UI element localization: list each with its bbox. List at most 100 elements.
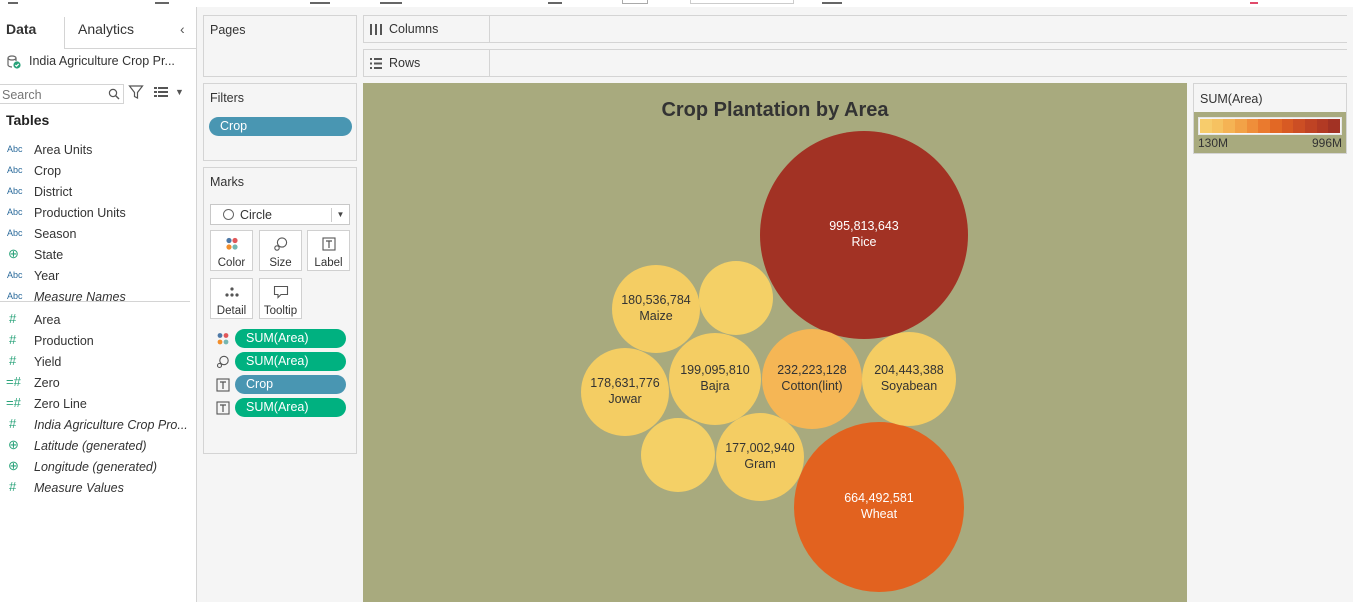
datasource-icon	[7, 55, 21, 69]
field-item[interactable]: # India Agriculture Crop Pro...	[0, 416, 196, 436]
field-item[interactable]: # Production	[0, 332, 196, 352]
tab-data-label[interactable]: Data	[6, 21, 37, 37]
rows-shelf: Rows	[363, 49, 1347, 77]
viz-view[interactable]: Crop Plantation by Area 995,813,643 Rice 66…	[363, 83, 1187, 602]
field-name: Season	[34, 227, 77, 241]
field-item[interactable]: Abc Production Units	[0, 204, 196, 224]
bubble-bajra[interactable]	[669, 333, 761, 425]
number-type-icon: #	[9, 416, 17, 431]
bubble-rice[interactable]	[760, 131, 968, 339]
bubble-jowar[interactable]	[581, 348, 669, 436]
toolbar-button[interactable]	[548, 0, 562, 4]
legend-swatch	[1293, 119, 1306, 133]
field-item[interactable]: ⊕ State	[0, 246, 196, 266]
rows-drop-area[interactable]	[489, 50, 1347, 76]
pages-card[interactable]: Pages	[203, 15, 357, 77]
field-item[interactable]: Abc Measure Names	[0, 288, 196, 308]
packed-bubble-chart: Crop Plantation by Area 995,813,643 Rice 66…	[581, 99, 968, 592]
bubble-crop-label: Jowar	[608, 392, 641, 406]
field-item[interactable]: Abc Area Units	[0, 141, 196, 161]
toolbar-button[interactable]	[1250, 0, 1258, 4]
size-pill[interactable]: SUM(Area)	[235, 352, 346, 371]
field-item[interactable]: ⊕ Latitude (generated)	[0, 437, 196, 457]
datasource-item[interactable]: India Agriculture Crop Pr...	[6, 53, 194, 71]
field-item[interactable]: Abc District	[0, 183, 196, 203]
label-icon	[322, 237, 336, 251]
field-item[interactable]: Abc Season	[0, 225, 196, 245]
bubble-soyabean[interactable]	[862, 332, 956, 426]
divider	[0, 301, 190, 302]
field-name: Latitude (generated)	[34, 439, 147, 453]
bubble-crop-label: Wheat	[861, 507, 898, 521]
bubble-value-label: 178,631,776	[590, 376, 660, 390]
field-item[interactable]: ⊕ Longitude (generated)	[0, 458, 196, 478]
toolbar-button[interactable]	[8, 0, 18, 4]
toolbar-button[interactable]	[310, 0, 330, 4]
toolbar-button[interactable]	[622, 0, 648, 4]
tab-data[interactable]	[0, 17, 65, 49]
search-input[interactable]	[2, 87, 102, 102]
tab-analytics[interactable]: Analytics	[78, 21, 135, 37]
field-name: Year	[34, 269, 60, 283]
collapse-pane-icon[interactable]: ‹	[180, 21, 185, 37]
detail-button[interactable]: Detail	[210, 278, 253, 319]
bubble-gram[interactable]	[716, 413, 804, 501]
bubble-unlabeled[interactable]	[641, 418, 715, 492]
bubble-value-label: 180,536,784	[621, 293, 691, 307]
label-button[interactable]: Label	[307, 230, 350, 271]
field-item[interactable]: # Area	[0, 311, 196, 331]
field-item[interactable]: # Measure Values	[0, 479, 196, 499]
number-type-icon: #	[9, 479, 17, 494]
color-button[interactable]: Color	[210, 230, 253, 271]
tooltip-label: Tooltip	[263, 305, 298, 317]
field-item[interactable]: =# Zero	[0, 374, 196, 394]
size-icon	[274, 237, 288, 251]
field-item[interactable]: Abc Year	[0, 267, 196, 287]
search-icon[interactable]	[108, 88, 120, 100]
bubble-wheat[interactable]	[794, 422, 964, 592]
legend-color-ramp	[1198, 117, 1342, 135]
globe-icon: ⊕	[8, 437, 19, 452]
filters-card[interactable]: Filters Crop	[203, 83, 357, 161]
fit-dropdown[interactable]	[690, 0, 794, 4]
toolbar-button[interactable]	[380, 0, 402, 4]
pages-title: Pages	[210, 23, 246, 37]
field-item[interactable]: =# Zero Line	[0, 395, 196, 415]
globe-icon: ⊕	[8, 458, 19, 473]
legend-swatch	[1246, 119, 1259, 133]
mark-type-dropdown[interactable]: Circle ▼	[210, 204, 350, 225]
toolbar-button[interactable]	[822, 0, 842, 4]
filter-icon[interactable]	[128, 84, 144, 100]
field-item[interactable]: Abc Crop	[0, 162, 196, 182]
detail-icon	[225, 287, 239, 297]
color-icon	[226, 237, 238, 250]
label-icon	[216, 378, 230, 392]
calculated-number-icon: =#	[6, 374, 21, 389]
bubble-cottonlint[interactable]	[762, 329, 862, 429]
search-box	[0, 84, 124, 104]
tooltip-button[interactable]: Tooltip	[259, 278, 302, 319]
legend-swatch	[1328, 119, 1341, 133]
circle-icon	[223, 209, 234, 220]
bubble-crop-label: Gram	[744, 457, 775, 471]
chevron-down-icon[interactable]: ▼	[331, 208, 349, 222]
list-view-icon[interactable]	[154, 86, 168, 98]
filter-pill-crop[interactable]: Crop	[209, 117, 352, 136]
legend-max-label: 996M	[1311, 136, 1342, 150]
color-legend[interactable]: SUM(Area) 130M 996M	[1193, 83, 1347, 154]
tables-heading: Tables	[6, 112, 50, 128]
legend-swatch	[1211, 119, 1224, 133]
color-label: Color	[217, 257, 246, 269]
label-pill-crop[interactable]: Crop	[235, 375, 346, 394]
toolbar-button[interactable]	[155, 0, 169, 4]
columns-drop-area[interactable]	[489, 16, 1347, 42]
legend-swatch	[1235, 119, 1247, 133]
color-pill[interactable]: SUM(Area)	[235, 329, 346, 348]
size-button[interactable]: Size	[259, 230, 302, 271]
field-item[interactable]: # Yield	[0, 353, 196, 373]
chevron-down-icon[interactable]: ▼	[175, 87, 184, 97]
label-pill-area[interactable]: SUM(Area)	[235, 398, 346, 417]
bubble-value-label: 204,443,388	[874, 363, 944, 377]
bubble-unlabeled[interactable]	[699, 261, 773, 335]
bubble-maize[interactable]	[612, 265, 700, 353]
